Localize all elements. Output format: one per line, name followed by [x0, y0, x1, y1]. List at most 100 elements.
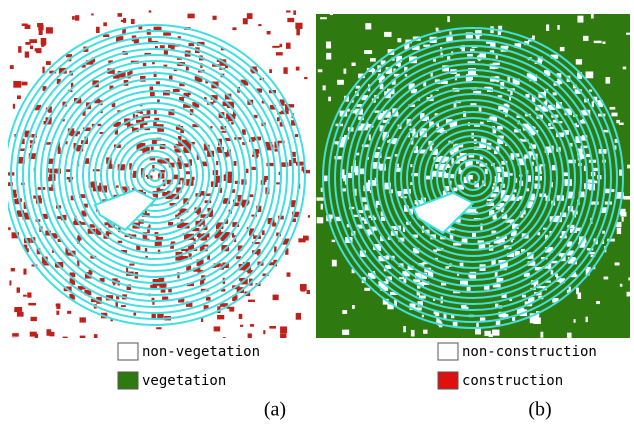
texture — [123, 18, 126, 23]
texture — [619, 123, 624, 125]
texture — [422, 315, 424, 318]
texture — [258, 24, 261, 26]
texture — [576, 59, 582, 64]
texture — [451, 174, 455, 178]
texture — [11, 268, 15, 271]
texture — [93, 169, 100, 171]
texture — [223, 337, 226, 342]
texture — [98, 124, 102, 126]
texture — [267, 31, 271, 34]
texture — [151, 147, 154, 151]
texture — [181, 249, 186, 251]
texture — [149, 224, 151, 228]
texture — [330, 11, 333, 15]
texture — [94, 334, 98, 340]
texture — [342, 310, 347, 314]
texture — [269, 326, 276, 329]
texture — [344, 69, 347, 74]
texture — [18, 46, 21, 53]
texture — [116, 302, 118, 307]
legend-label: non-vegetation — [142, 344, 260, 360]
texture — [27, 292, 31, 297]
texture — [364, 288, 370, 291]
texture — [343, 176, 346, 181]
texture — [468, 61, 475, 63]
texture — [9, 280, 11, 285]
texture — [436, 28, 439, 31]
texture — [173, 89, 179, 92]
texture — [286, 10, 290, 12]
texture — [360, 169, 364, 175]
texture — [296, 313, 301, 320]
texture — [263, 330, 265, 334]
texture — [248, 300, 255, 302]
texture — [342, 169, 344, 176]
texture — [610, 107, 616, 110]
texture — [163, 32, 171, 35]
texture — [485, 169, 488, 174]
texture — [337, 80, 344, 85]
texture — [216, 161, 218, 165]
texture — [13, 81, 21, 88]
texture — [326, 53, 331, 60]
texture — [615, 262, 620, 265]
texture — [623, 67, 626, 70]
map-a — [5, 10, 313, 344]
texture — [121, 305, 126, 307]
texture — [300, 284, 307, 291]
texture — [8, 227, 10, 230]
texture — [168, 222, 173, 226]
texture — [403, 326, 406, 332]
texture — [453, 322, 458, 326]
texture — [204, 245, 209, 247]
texture — [234, 161, 237, 166]
texture — [522, 295, 526, 298]
texture — [13, 104, 15, 109]
texture — [296, 162, 304, 166]
texture — [10, 65, 14, 69]
texture — [623, 196, 630, 200]
figure: non-vegetationvegetation(a)non-construct… — [0, 0, 634, 429]
texture — [287, 18, 294, 22]
texture — [25, 51, 29, 57]
texture — [461, 305, 467, 307]
texture — [296, 67, 300, 71]
texture — [397, 38, 401, 42]
texture — [574, 319, 576, 323]
texture — [352, 305, 355, 309]
texture — [134, 39, 139, 43]
texture — [75, 15, 79, 20]
texture — [28, 303, 36, 306]
texture — [591, 12, 594, 18]
texture — [364, 50, 372, 54]
texture — [489, 334, 493, 337]
texture — [17, 287, 20, 292]
texture — [617, 228, 621, 234]
texture — [56, 311, 59, 315]
legend-label: vegetation — [142, 373, 226, 389]
texture — [213, 16, 217, 20]
texture — [628, 278, 631, 281]
texture — [180, 178, 184, 180]
texture — [35, 48, 41, 51]
texture — [369, 134, 371, 140]
texture — [533, 317, 540, 324]
texture — [316, 197, 323, 200]
texture — [23, 269, 26, 275]
texture — [576, 125, 579, 127]
legend-label: non-construction — [462, 344, 597, 360]
texture — [332, 260, 337, 267]
texture — [567, 333, 572, 338]
texture — [548, 123, 551, 126]
texture — [604, 277, 609, 280]
texture — [387, 140, 389, 142]
texture — [168, 289, 171, 291]
texture — [46, 61, 51, 65]
texture — [342, 330, 349, 335]
texture — [160, 45, 165, 48]
texture — [131, 19, 135, 24]
texture — [37, 23, 43, 27]
texture — [272, 46, 279, 48]
texture — [532, 35, 535, 39]
texture — [589, 90, 592, 92]
